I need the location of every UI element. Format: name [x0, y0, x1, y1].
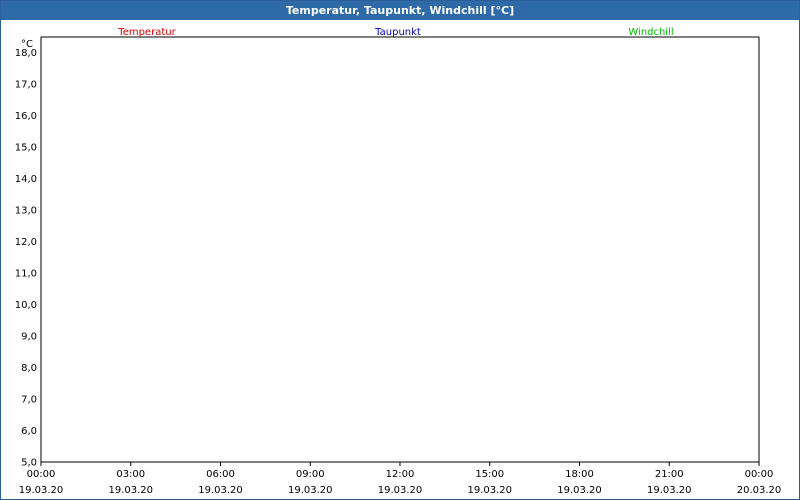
- y-tick-label: 5,0: [21, 458, 37, 469]
- x-tick-time: 06:00: [206, 469, 235, 480]
- y-tick-label: 13,0: [15, 206, 37, 217]
- y-tick-label: 8,0: [21, 363, 37, 374]
- x-tick-date: 19.03.20: [108, 485, 153, 496]
- legend: Temperatur Taupunkt Windchill: [117, 27, 673, 38]
- y-tick-label: 17,0: [15, 80, 37, 91]
- y-tick-label: 12,0: [15, 237, 37, 248]
- y-tick-label: 6,0: [21, 426, 37, 437]
- x-tick-time: 09:00: [296, 469, 325, 480]
- x-tick-date: 19.03.20: [647, 485, 692, 496]
- y-tick-label: 9,0: [21, 332, 37, 343]
- window-title: Temperatur, Taupunkt, Windchill [°C]: [1, 1, 799, 20]
- x-tick-date: 19.03.20: [378, 485, 423, 496]
- y-tick-label: 14,0: [15, 174, 37, 185]
- y-tick-label: 15,0: [15, 143, 37, 154]
- plot-area: [40, 36, 760, 463]
- y-tick-label: 7,0: [21, 395, 37, 406]
- x-tick-date: 19.03.20: [19, 485, 64, 496]
- x-tick-time: 00:00: [745, 469, 774, 480]
- x-tick-date: 19.03.20: [467, 485, 512, 496]
- x-tick-time: 00:00: [27, 469, 56, 480]
- x-tick-time: 18:00: [565, 469, 594, 480]
- y-unit-label: °C: [21, 39, 33, 50]
- legend-entry-taupunkt: Taupunkt: [374, 27, 421, 38]
- x-tick-time: 03:00: [116, 469, 145, 480]
- x-tick-date: 19.03.20: [198, 485, 243, 496]
- x-tick-date: 20.03.20: [737, 485, 782, 496]
- y-tick-label: 11,0: [15, 269, 37, 280]
- legend-entry-windchill: Windchill: [628, 27, 673, 38]
- legend-entry-temperatur: Temperatur: [117, 27, 176, 38]
- x-tick-time: 15:00: [475, 469, 504, 480]
- axes: [40, 36, 760, 466]
- y-tick-label: 16,0: [15, 111, 37, 122]
- x-tick-date: 19.03.20: [288, 485, 333, 496]
- x-tick-date: 19.03.20: [557, 485, 602, 496]
- tick-labels: 5,0 6,0 7,0 8,0 9,0 10,0 11,0 12,0 13,0 14,0 15,0 1…: [15, 39, 782, 496]
- y-tick-label: 18,0: [15, 48, 37, 59]
- x-tick-time: 12:00: [386, 469, 415, 480]
- y-tick-label: 10,0: [15, 300, 37, 311]
- x-tick-time: 21:00: [655, 469, 684, 480]
